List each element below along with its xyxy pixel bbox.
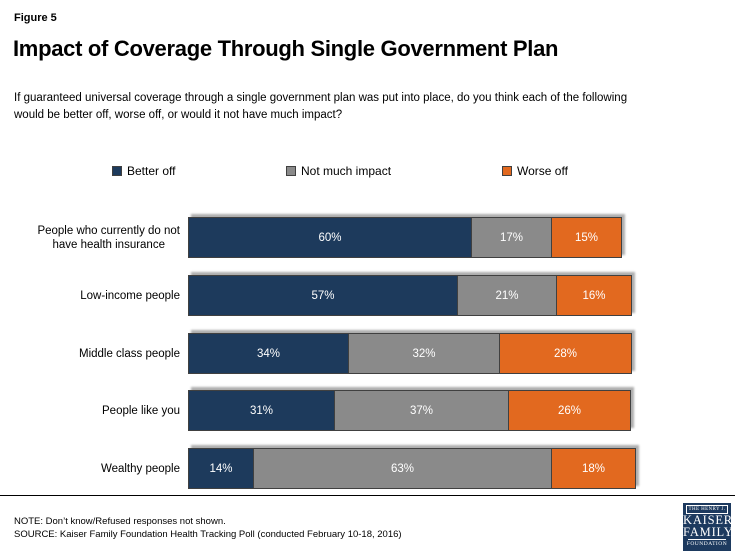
kff-logo-line2: KAISER	[683, 513, 733, 527]
bar-segment: 17%	[471, 217, 552, 258]
bar-segment: 14%	[188, 448, 254, 489]
bar-value-label: 21%	[495, 289, 519, 302]
legend-swatch	[112, 166, 122, 176]
note-text: NOTE: Don’t know/Refused responses not s…	[14, 516, 226, 527]
category-label: Low-income people	[80, 289, 180, 302]
legend-item: Better off	[112, 164, 175, 178]
bar-value-label: 31%	[249, 404, 274, 417]
bar-value-label: 18%	[581, 462, 606, 475]
legend-item: Worse off	[502, 164, 568, 178]
bar-value-label: 26%	[557, 404, 582, 417]
chart-row: Wealthy people 14% 63% 18%	[0, 448, 735, 489]
bar-value-label: 63%	[390, 462, 415, 475]
legend-label: Not much impact	[301, 164, 392, 178]
bar-segment: 37%	[334, 390, 509, 431]
chart-row: Middle class people 34% 32% 28%	[0, 333, 735, 374]
bar-segment: 34%	[188, 333, 349, 374]
legend-label: Worse off	[517, 164, 568, 178]
kff-logo-line1: THE HENRY J.	[686, 505, 728, 514]
bar-value-label: 60%	[318, 231, 342, 244]
bar-segment: 60%	[188, 217, 472, 258]
stacked-bar: 60% 17% 15%	[188, 217, 622, 258]
bar-segment: 26%	[508, 390, 631, 431]
bar-value-label: 37%	[409, 404, 434, 417]
legend-swatch	[286, 166, 296, 176]
kff-logo: THE HENRY J. KAISER FAMILY FOUNDATION	[683, 503, 734, 551]
category-label: People who currently do not have health …	[37, 224, 180, 251]
bar-value-label: 16%	[582, 289, 606, 302]
category-label: Wealthy people	[100, 462, 180, 475]
bar-value-label: 28%	[553, 347, 578, 360]
bar-segment: 28%	[499, 333, 632, 374]
bar-value-label: 17%	[499, 231, 524, 244]
source-text: SOURCE: Kaiser Family Foundation Health …	[14, 529, 402, 540]
page-title: Impact of Coverage Through Single Govern…	[13, 36, 559, 61]
legend-label: Better off	[127, 164, 176, 178]
chart-row: People who currently do not have health …	[0, 217, 735, 258]
chart-row: People like you 31% 37% 26%	[0, 390, 735, 431]
chart-legend: Better off Not much impact Worse off	[0, 164, 735, 178]
bar-segment: 21%	[457, 275, 557, 316]
bar-value-label: 57%	[311, 289, 335, 302]
bar-segment: 16%	[556, 275, 632, 316]
bar-value-label: 32%	[412, 347, 436, 360]
category-label: People like you	[102, 404, 180, 417]
bar-value-label: 15%	[574, 231, 599, 244]
bar-segment: 32%	[348, 333, 500, 374]
bar-value-label: 34%	[256, 347, 281, 360]
stacked-bar: 57% 21% 16%	[188, 275, 632, 316]
stacked-bar: 34% 32% 28%	[188, 333, 632, 374]
bar-value-label: 14%	[209, 462, 233, 475]
kff-logo-rule	[688, 539, 726, 540]
stacked-bar: 31% 37% 26%	[188, 390, 631, 431]
legend-item: Not much impact	[286, 164, 391, 178]
category-label: Middle class people	[78, 347, 180, 360]
bar-segment: 63%	[253, 448, 552, 489]
bar-segment: 15%	[551, 217, 622, 258]
figure-label: Figure 5	[14, 12, 57, 24]
footer-divider	[0, 495, 735, 496]
bar-segment: 31%	[188, 390, 335, 431]
bar-segment: 18%	[551, 448, 636, 489]
stacked-bar: 14% 63% 18%	[188, 448, 636, 489]
legend-swatch	[502, 166, 512, 176]
bar-segment: 57%	[188, 275, 458, 316]
footer-notes: NOTE: Don’t know/Refused responses not s…	[14, 515, 402, 541]
kff-logo-line3: FAMILY	[683, 524, 734, 539]
chart: People who currently do not have health …	[0, 217, 735, 492]
chart-subtitle: If guaranteed universal coverage through…	[14, 92, 628, 121]
chart-row: Low-income people 57% 21% 16%	[0, 275, 735, 316]
kff-logo-line4: FOUNDATION	[686, 541, 728, 547]
